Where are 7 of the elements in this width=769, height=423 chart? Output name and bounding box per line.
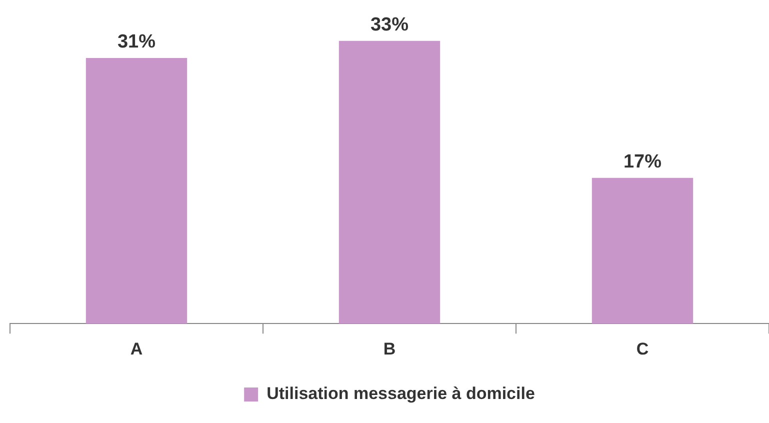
x-tick-label: A [130,339,143,358]
data-label: 33% [370,14,409,36]
x-tick-label: B [383,339,396,358]
data-label: 31% [117,32,156,53]
legend-label: Utilisation messagerie à domicile [266,384,535,404]
data-label: 17% [623,152,662,173]
x-tick-label: C [636,339,649,358]
